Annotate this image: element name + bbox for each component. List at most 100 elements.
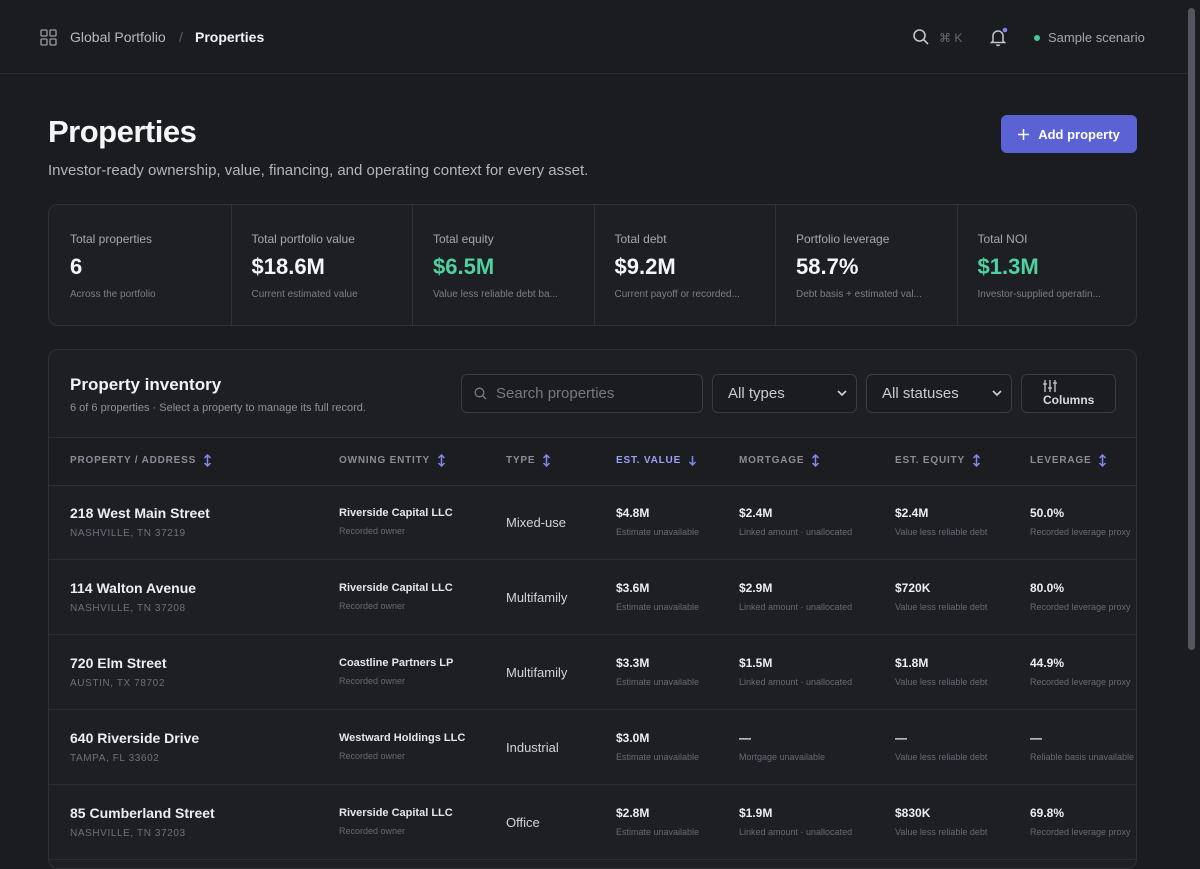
column-header[interactable]: EST. EQUITY xyxy=(895,454,981,467)
table-row[interactable] xyxy=(49,710,1136,785)
search-icon[interactable] xyxy=(912,28,930,46)
cell-value: 50.0% xyxy=(1030,506,1065,520)
columns-icon xyxy=(1043,380,1057,392)
breadcrumb-separator: / xyxy=(179,29,183,45)
cell-note: Linked amount · unallocated xyxy=(739,827,853,837)
search-placeholder: Search properties xyxy=(496,385,615,402)
stat-note: Investor-supplied operatin... xyxy=(977,289,1101,300)
plus-icon xyxy=(1018,128,1030,140)
property-address: 640 Riverside Drive xyxy=(70,730,200,746)
notifications-icon[interactable] xyxy=(988,26,1010,48)
cell-note: Mortgage unavailable xyxy=(739,752,826,762)
cell-value: $2.4M xyxy=(895,506,929,520)
column-header[interactable]: LEVERAGE xyxy=(1030,454,1107,467)
table-row[interactable] xyxy=(49,560,1136,635)
inventory-title: Property inventory xyxy=(70,375,222,394)
cell-value: $2.8M xyxy=(616,806,650,820)
sort-icon xyxy=(437,454,445,467)
column-header[interactable]: PROPERTY / ADDRESS xyxy=(70,454,212,467)
sort-icon xyxy=(972,454,980,467)
table-row[interactable] xyxy=(49,785,1136,860)
stat-divider xyxy=(956,205,958,325)
cell-value: — xyxy=(895,731,907,745)
column-header-label: EST. EQUITY xyxy=(895,455,965,466)
entity-note: Recorded owner xyxy=(339,526,406,536)
property-city: AUSTIN, TX 78702 xyxy=(70,678,166,689)
stat-note: Debt basis + estimated val... xyxy=(796,289,922,300)
stat-label: Total equity xyxy=(433,232,494,246)
column-header-label: LEVERAGE xyxy=(1030,455,1092,466)
property-type: Multifamily xyxy=(506,665,568,680)
cell-value: $720K xyxy=(895,581,931,595)
table-header xyxy=(49,437,1136,486)
column-header[interactable]: MORTGAGE xyxy=(739,454,820,467)
property-address: 720 Elm Street xyxy=(70,655,167,671)
owning-entity: Riverside Capital LLC xyxy=(339,582,453,594)
chevron xyxy=(837,390,847,397)
cell-value: — xyxy=(739,731,751,745)
stat-label: Total NOI xyxy=(977,232,1028,246)
cell-value: $2.4M xyxy=(739,506,773,520)
stat-label: Total portfolio value xyxy=(251,232,355,246)
cell-value: $830K xyxy=(895,806,931,820)
owning-entity: Coastline Partners LP xyxy=(339,657,454,669)
cell-note: Recorded leverage proxy xyxy=(1030,602,1131,612)
stat-divider xyxy=(593,205,595,325)
property-city: NASHVILLE, TN 37219 xyxy=(70,528,186,539)
search-input-icon xyxy=(474,387,487,400)
cell-note: Linked amount · unallocated xyxy=(739,677,853,687)
search-shortcut: ⌘ K xyxy=(939,31,963,45)
property-city: NASHVILLE, TN 37208 xyxy=(70,603,186,614)
table-row[interactable] xyxy=(49,635,1136,710)
owning-entity: Riverside Capital LLC xyxy=(339,807,453,819)
cell-note: Recorded leverage proxy xyxy=(1030,827,1131,837)
cell-note: Estimate unavailable xyxy=(616,602,700,612)
cell-value: $1.5M xyxy=(739,656,773,670)
cell-note: Estimate unavailable xyxy=(616,677,700,687)
column-header[interactable]: OWNING ENTITY xyxy=(339,454,446,467)
property-type: Multifamily xyxy=(506,590,568,605)
button-label: Add property xyxy=(1038,126,1120,142)
sort-icon xyxy=(812,454,820,467)
property-type: Mixed-use xyxy=(506,515,566,530)
column-header[interactable]: EST. VALUE xyxy=(616,454,697,467)
top-bar xyxy=(0,0,1188,74)
owning-entity: Riverside Capital LLC xyxy=(339,507,453,519)
column-header-label: EST. VALUE xyxy=(616,455,682,466)
cell-value: $3.6M xyxy=(616,581,650,595)
cell-note: Value less reliable debt xyxy=(895,827,988,837)
cell-note: Estimate unavailable xyxy=(616,527,700,537)
scrollbar-thumb[interactable] xyxy=(1188,8,1195,650)
cell-note: Recorded leverage proxy xyxy=(1030,527,1131,537)
add-property-button[interactable]: Add property xyxy=(1001,115,1137,153)
cell-note: Linked amount · unallocated xyxy=(739,527,853,537)
cell-value: $3.0M xyxy=(616,731,650,745)
stat-value: 58.7% xyxy=(796,254,859,279)
inventory-card: Property inventory 6 of 6 properties · S… xyxy=(48,349,1137,869)
columns-button[interactable]: Columns xyxy=(1021,374,1116,413)
cell-value: 80.0% xyxy=(1030,581,1065,595)
breadcrumb-root[interactable]: Global Portfolio xyxy=(70,29,166,45)
scenario-dot xyxy=(1034,35,1040,41)
stat-divider xyxy=(412,205,413,325)
entity-note: Recorded owner xyxy=(339,676,406,686)
table-row[interactable] xyxy=(49,485,1136,560)
type-filter[interactable]: All types xyxy=(712,374,857,413)
stat-note: Current estimated value xyxy=(251,289,358,300)
cell-value: 44.9% xyxy=(1030,656,1065,670)
property-address: 114 Walton Avenue xyxy=(70,580,197,596)
stats-card: Total properties 6 Across the portfolio Tot… xyxy=(48,204,1137,326)
stat-note: Value less reliable debt ba... xyxy=(433,289,558,300)
scenario-label[interactable]: Sample scenario xyxy=(1048,30,1145,45)
stat-label: Total debt xyxy=(614,232,667,246)
search-input[interactable]: Search properties xyxy=(461,374,703,413)
cell-value: $2.9M xyxy=(739,581,773,595)
cell-note: Recorded leverage proxy xyxy=(1030,677,1131,687)
cell-value: — xyxy=(1030,731,1042,745)
cell-value: $1.8M xyxy=(895,656,929,670)
status-filter[interactable]: All statuses xyxy=(866,374,1012,413)
sort-icon xyxy=(1099,454,1107,467)
stat-note: Across the portfolio xyxy=(70,289,156,300)
column-header[interactable]: TYPE xyxy=(506,454,551,467)
